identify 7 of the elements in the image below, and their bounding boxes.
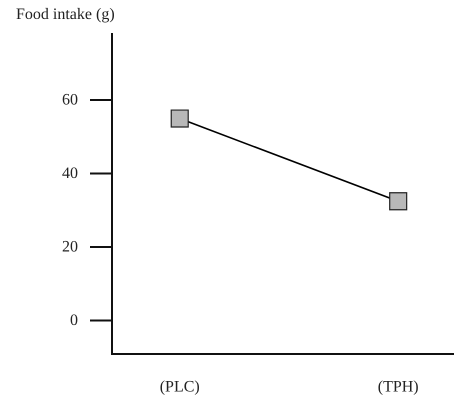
x-tick-label: (TPH) <box>378 378 419 396</box>
y-tick-label: 40 <box>62 164 78 182</box>
y-tick-label: 20 <box>62 238 78 256</box>
y-axis-title: Food intake (g) <box>16 6 115 24</box>
y-tick-label: 60 <box>62 91 78 108</box>
y-tick-label: 0 <box>70 312 78 329</box>
x-tick-label: (PLC) <box>160 378 200 396</box>
